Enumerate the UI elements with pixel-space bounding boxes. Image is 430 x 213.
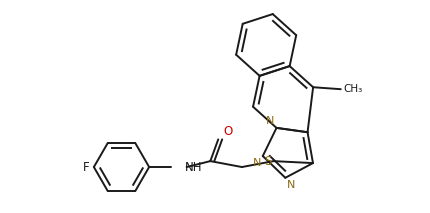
Text: N: N <box>252 158 260 168</box>
Text: N: N <box>287 180 295 190</box>
Text: S: S <box>264 155 271 168</box>
Text: N: N <box>266 116 274 126</box>
Text: CH₃: CH₃ <box>343 84 362 94</box>
Text: NH: NH <box>184 161 202 174</box>
Text: O: O <box>223 125 232 138</box>
Text: F: F <box>83 161 90 174</box>
